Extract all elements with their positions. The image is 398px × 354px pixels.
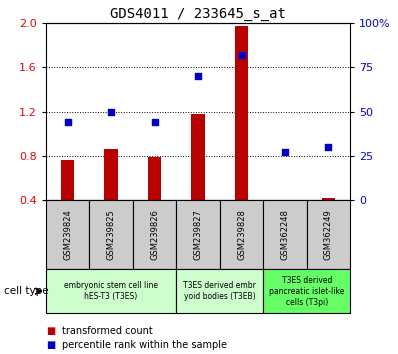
- Text: T3ES derived embr
yoid bodies (T3EB): T3ES derived embr yoid bodies (T3EB): [183, 281, 256, 301]
- Text: ■: ■: [46, 326, 55, 336]
- Text: GSM239825: GSM239825: [107, 209, 115, 260]
- Point: [238, 52, 245, 58]
- Bar: [235, 26, 248, 200]
- Point: [151, 119, 158, 125]
- Bar: [176, 269, 263, 313]
- Text: T3ES derived
pancreatic islet-like
cells (T3pi): T3ES derived pancreatic islet-like cells…: [269, 275, 344, 307]
- Bar: [322, 198, 335, 200]
- Text: percentile rank within the sample: percentile rank within the sample: [62, 340, 227, 350]
- Text: ■: ■: [46, 340, 55, 350]
- Text: GSM362248: GSM362248: [281, 209, 289, 260]
- Text: GSM239826: GSM239826: [150, 209, 159, 260]
- Point: [325, 144, 332, 150]
- Text: GSM239828: GSM239828: [237, 209, 246, 260]
- Title: GDS4011 / 233645_s_at: GDS4011 / 233645_s_at: [110, 7, 286, 21]
- Bar: [61, 160, 74, 200]
- Bar: [220, 200, 263, 269]
- Bar: [307, 200, 350, 269]
- Point: [64, 119, 71, 125]
- Bar: [263, 200, 307, 269]
- Text: GSM362249: GSM362249: [324, 209, 333, 260]
- Bar: [191, 114, 205, 200]
- Bar: [46, 269, 176, 313]
- Bar: [133, 200, 176, 269]
- Bar: [148, 157, 161, 200]
- Text: GSM239827: GSM239827: [193, 209, 203, 260]
- Bar: [263, 269, 350, 313]
- Bar: [89, 200, 133, 269]
- Point: [108, 109, 114, 114]
- Point: [195, 73, 201, 79]
- Point: [282, 149, 288, 155]
- Bar: [46, 200, 89, 269]
- Bar: [105, 149, 117, 200]
- Text: GSM239824: GSM239824: [63, 209, 72, 260]
- Text: cell type: cell type: [4, 286, 49, 296]
- Bar: [176, 200, 220, 269]
- Text: embryonic stem cell line
hES-T3 (T3ES): embryonic stem cell line hES-T3 (T3ES): [64, 281, 158, 301]
- Text: transformed count: transformed count: [62, 326, 152, 336]
